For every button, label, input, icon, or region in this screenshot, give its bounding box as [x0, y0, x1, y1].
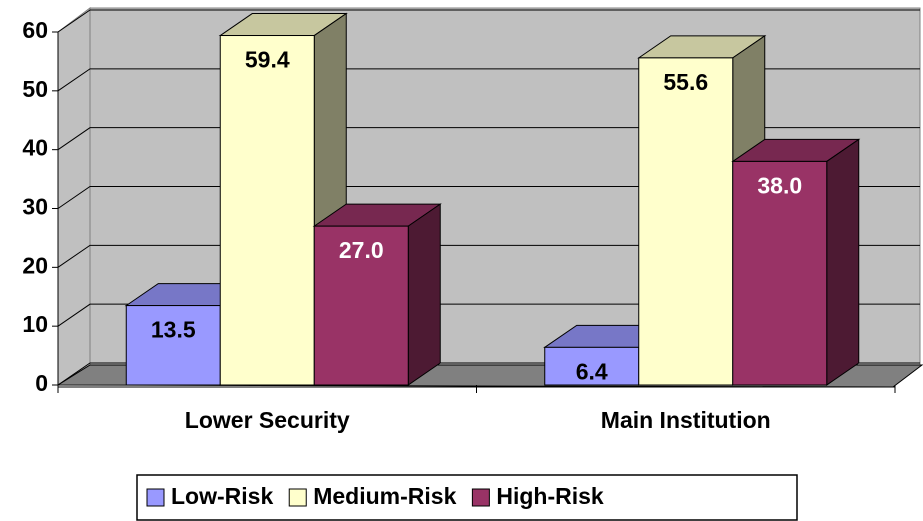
bar — [219, 35, 315, 386]
value-label: 55.6 — [663, 69, 708, 95]
y-tick-label: 50 — [22, 76, 48, 102]
legend-swatch — [288, 488, 307, 507]
bar — [125, 305, 221, 386]
value-label: 27.0 — [339, 237, 384, 263]
x-tick-label: Lower Security — [185, 407, 350, 433]
legend-label: High-Risk — [496, 483, 604, 509]
y-tick-label: 20 — [22, 252, 48, 278]
x-tick-label: Main Institution — [601, 407, 771, 433]
bar — [638, 57, 734, 386]
bar — [732, 160, 828, 386]
legend-swatch — [471, 488, 490, 507]
bar-side — [407, 203, 441, 386]
y-tick-label: 30 — [22, 194, 48, 220]
legend — [136, 474, 798, 521]
legend-label: Low-Risk — [171, 483, 273, 509]
y-tick-label: 40 — [22, 135, 48, 161]
y-tick-label: 0 — [35, 370, 48, 396]
legend-label: Medium-Risk — [313, 483, 456, 509]
side-wall — [57, 7, 91, 386]
y-tick-label: 10 — [22, 311, 48, 337]
bar-side — [826, 138, 860, 386]
value-label: 59.4 — [245, 47, 290, 73]
value-label: 38.0 — [757, 173, 802, 199]
value-label: 6.4 — [576, 358, 608, 384]
legend-items: Low-Risk Medium-Risk High-Risk — [146, 483, 604, 509]
grid-line — [57, 9, 920, 33]
legend-swatch — [146, 488, 165, 507]
value-label: 13.5 — [151, 317, 196, 343]
bar — [544, 346, 640, 386]
bars: 13.5 59.4 27.0 6.4 55.6 38.0 — [124, 12, 861, 386]
bar — [313, 225, 409, 386]
y-tick-label: 60 — [22, 17, 48, 43]
